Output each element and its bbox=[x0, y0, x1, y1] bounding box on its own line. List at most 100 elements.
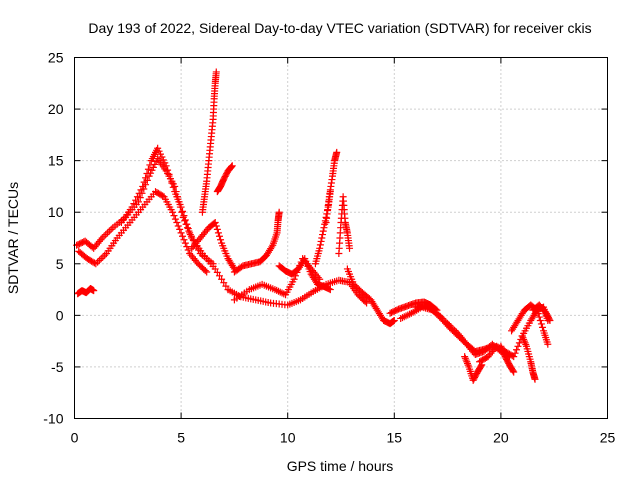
data-point bbox=[144, 165, 152, 173]
x-tick-label: 15 bbox=[387, 430, 403, 446]
data-point bbox=[201, 267, 209, 275]
axis-ticks bbox=[74, 57, 608, 419]
data-point bbox=[203, 268, 211, 276]
data-point bbox=[179, 207, 187, 215]
data-point bbox=[463, 358, 471, 366]
data-point bbox=[500, 349, 508, 357]
data-point bbox=[183, 220, 191, 228]
data-point bbox=[520, 335, 528, 343]
data-point bbox=[228, 162, 236, 170]
y-tick-label: 10 bbox=[48, 204, 64, 220]
data-point bbox=[168, 179, 176, 187]
data-point bbox=[139, 182, 147, 190]
data-point bbox=[326, 286, 334, 294]
data-point bbox=[498, 344, 506, 352]
data-point bbox=[275, 208, 283, 216]
series-s5 bbox=[198, 68, 220, 216]
data-point bbox=[510, 353, 518, 361]
series-s2 bbox=[75, 188, 211, 276]
chart-title: Day 193 of 2022, Sidereal Day-to-day VTE… bbox=[88, 20, 591, 36]
data-point bbox=[215, 232, 223, 240]
data-point bbox=[499, 347, 507, 355]
data-point bbox=[209, 260, 217, 268]
series-s24 bbox=[529, 301, 554, 325]
data-point bbox=[498, 346, 506, 354]
y-tick-label: 0 bbox=[56, 307, 64, 323]
data-point bbox=[319, 231, 327, 239]
data-point bbox=[146, 161, 154, 169]
data-point bbox=[140, 178, 148, 186]
data-point bbox=[361, 298, 369, 306]
data-point bbox=[179, 232, 187, 240]
x-tick-label: 10 bbox=[280, 430, 296, 446]
x-tick-label: 0 bbox=[71, 430, 79, 446]
data-point bbox=[177, 203, 185, 211]
data-point bbox=[333, 148, 341, 156]
data-point bbox=[170, 212, 178, 220]
data-point bbox=[510, 368, 518, 376]
data-point bbox=[535, 313, 543, 321]
data-point bbox=[90, 287, 98, 295]
data-point bbox=[316, 241, 324, 249]
y-tick-label: 5 bbox=[56, 256, 64, 272]
data-point bbox=[531, 375, 539, 383]
data-point bbox=[514, 342, 522, 350]
data-point bbox=[214, 229, 222, 237]
data-point bbox=[511, 349, 519, 357]
y-tick-label: -5 bbox=[51, 359, 64, 375]
data-point bbox=[212, 222, 220, 230]
data-point bbox=[463, 359, 471, 367]
data-point bbox=[518, 332, 526, 340]
y-tick-label: -10 bbox=[43, 411, 63, 427]
series-s11 bbox=[275, 255, 334, 294]
data-point bbox=[363, 299, 371, 307]
data-point bbox=[165, 170, 173, 178]
series-s13 bbox=[322, 148, 341, 227]
data-point bbox=[177, 229, 185, 237]
data-point bbox=[176, 225, 184, 233]
x-tick-label: 5 bbox=[177, 430, 185, 446]
y-tick-label: 20 bbox=[48, 101, 64, 117]
x-tick-label: 25 bbox=[600, 430, 616, 446]
series-s8 bbox=[230, 208, 283, 276]
data-point bbox=[317, 237, 325, 245]
y-tick-label: 25 bbox=[48, 50, 64, 66]
data-point bbox=[180, 212, 188, 220]
data-point bbox=[546, 317, 554, 325]
y-tick-labels: -10 -5 0 5 10 15 20 25 bbox=[43, 50, 63, 427]
data-point bbox=[143, 170, 151, 178]
data-point bbox=[538, 323, 546, 331]
data-point bbox=[183, 224, 191, 232]
data-point bbox=[509, 367, 517, 375]
data-point bbox=[521, 339, 529, 347]
data-point bbox=[183, 243, 191, 251]
data-points bbox=[73, 68, 554, 384]
data-point bbox=[318, 234, 326, 242]
data-point bbox=[97, 236, 105, 244]
data-point bbox=[464, 361, 472, 369]
data-point bbox=[169, 183, 177, 191]
series-s7 bbox=[188, 219, 238, 273]
data-point bbox=[497, 342, 505, 350]
data-point bbox=[173, 219, 181, 227]
data-point bbox=[462, 356, 470, 364]
data-point bbox=[346, 244, 354, 252]
data-point bbox=[180, 236, 188, 244]
data-point bbox=[500, 351, 508, 359]
y-axis-label: SDTVAR / TECUs bbox=[5, 182, 21, 294]
data-point bbox=[536, 317, 544, 325]
data-point bbox=[212, 68, 220, 76]
data-point bbox=[211, 219, 219, 227]
series-s15 bbox=[343, 265, 398, 328]
data-point bbox=[227, 164, 235, 172]
data-point bbox=[522, 341, 530, 349]
data-point bbox=[171, 215, 179, 223]
data-point bbox=[461, 353, 469, 361]
series-s19 bbox=[461, 353, 486, 384]
data-point bbox=[166, 175, 174, 183]
series-s21 bbox=[497, 342, 518, 376]
data-point bbox=[319, 227, 327, 235]
series-s4 bbox=[74, 285, 98, 298]
data-point bbox=[290, 275, 298, 283]
